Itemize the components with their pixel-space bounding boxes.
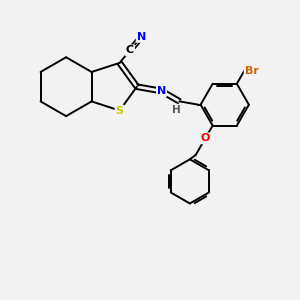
Text: S: S	[116, 106, 124, 116]
Text: C: C	[126, 46, 134, 56]
Text: H: H	[172, 105, 181, 115]
Text: N: N	[157, 86, 166, 96]
Text: N: N	[137, 32, 146, 42]
Text: Br: Br	[244, 66, 259, 76]
Text: O: O	[201, 133, 210, 143]
